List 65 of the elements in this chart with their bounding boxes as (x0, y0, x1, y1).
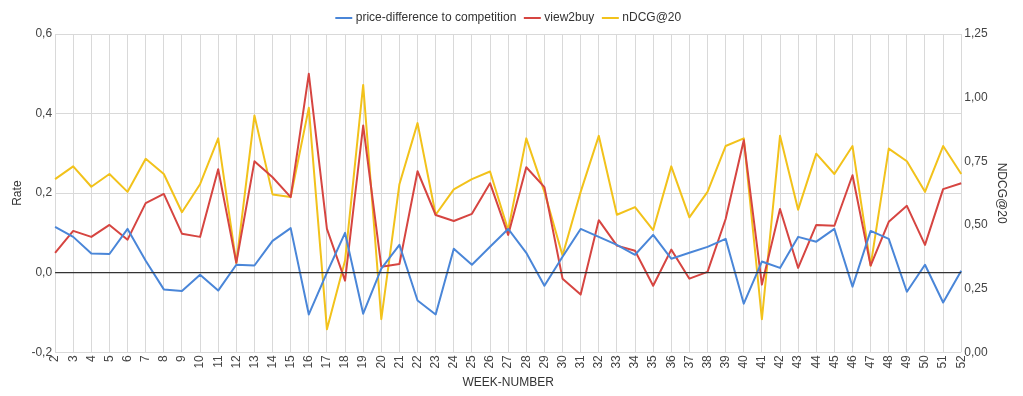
x-tick-label: 10 (192, 354, 207, 369)
y2-tick-label: 0,75 (964, 153, 988, 168)
y-tick-label: 0,2 (35, 185, 53, 200)
x-tick-label: 21 (391, 354, 406, 369)
legend-label: price-difference to competition (355, 10, 517, 25)
y2-tick-label: 1,25 (964, 26, 988, 41)
x-tick-label: 42 (772, 354, 787, 369)
x-tick-label: 28 (518, 354, 533, 369)
x-tick-label: 4 (83, 354, 98, 362)
x-tick-label: 27 (500, 354, 515, 369)
y-tick-label: 0,0 (35, 265, 53, 279)
x-tick-label: 24 (446, 354, 461, 369)
x-axis-title: WEEK-NUMBER (462, 375, 555, 390)
x-tick-label: 39 (717, 354, 732, 369)
x-tick-label: 33 (609, 354, 624, 369)
x-tick-label: 41 (754, 354, 769, 369)
x-tick-label: 20 (373, 354, 388, 369)
x-tick-label: 30 (554, 354, 569, 369)
x-tick-label: 19 (355, 354, 370, 369)
x-tick-label: 5 (101, 354, 116, 362)
x-tick-label: 43 (790, 354, 805, 369)
x-tick-label: 6 (119, 354, 134, 362)
y-tick-label: 0,4 (35, 105, 53, 120)
x-tick-label: 22 (409, 354, 424, 369)
x-tick-label: 32 (591, 354, 606, 369)
legend-label: nDCG@20 (622, 10, 682, 25)
y2-tick-label: 0,00 (964, 344, 988, 359)
x-tick-label: 49 (899, 354, 914, 369)
x-tick-label: 14 (264, 354, 279, 369)
x-tick-label: 15 (282, 354, 297, 369)
x-tick-label: 13 (246, 354, 261, 369)
x-tick-label: 8 (156, 354, 171, 362)
x-tick-label: 7 (138, 354, 153, 362)
x-tick-label: 38 (699, 354, 714, 369)
x-tick-label: 50 (917, 354, 932, 369)
x-tick-label: 23 (427, 354, 442, 369)
x-tick-label: 46 (844, 354, 859, 369)
x-tick-label: 36 (663, 354, 678, 369)
x-tick-label: 44 (808, 354, 823, 369)
y-tick-label: 0,6 (35, 26, 53, 41)
x-tick-label: 40 (736, 354, 751, 369)
y2-tick-label: 1,00 (964, 89, 988, 104)
x-tick-label: 11 (210, 354, 225, 368)
x-tick-label: 25 (464, 354, 479, 369)
legend-label: view2buy (544, 10, 595, 25)
x-tick-label: 34 (627, 354, 642, 369)
x-tick-label: 9 (174, 354, 189, 362)
x-tick-label: 17 (319, 354, 334, 369)
x-tick-label: 48 (881, 354, 896, 369)
x-tick-label: 45 (826, 354, 841, 369)
y2-axis-title: NDCG@20 (995, 162, 1010, 224)
x-tick-label: 26 (482, 354, 497, 369)
x-tick-label: 18 (337, 354, 352, 369)
x-tick-label: 12 (228, 354, 243, 369)
y2-tick-label: 0,50 (964, 217, 988, 232)
x-tick-label: 29 (536, 354, 551, 369)
x-tick-label: 3 (65, 354, 80, 362)
y-axis-title: Rate (9, 180, 24, 206)
y2-tick-label: 0,25 (964, 280, 988, 295)
x-tick-label: 47 (862, 354, 877, 369)
x-tick-label: 37 (681, 354, 696, 369)
x-tick-label: 16 (301, 354, 316, 369)
x-tick-label: 35 (645, 354, 660, 369)
x-tick-label: 31 (572, 354, 587, 369)
x-tick-label: 51 (935, 354, 950, 369)
